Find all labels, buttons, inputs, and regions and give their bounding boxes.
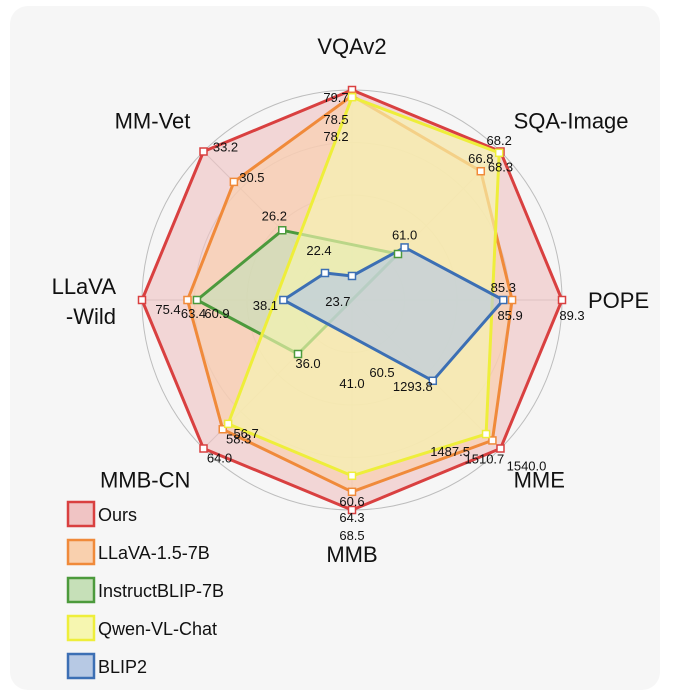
data-point-marker: [400, 243, 409, 252]
axis-label: LLaVA -Wild: [52, 274, 117, 329]
data-point-marker: [347, 92, 357, 102]
data-point-marker: [278, 226, 287, 235]
data-point-marker: [481, 429, 491, 439]
value-label: 1540.0: [507, 459, 547, 474]
axis-labels: VQAv2 SQA-Image POPE MME MMB MMB-CN LLaVA -Wild…: [52, 34, 650, 567]
axis-label: SQA-Image: [514, 108, 629, 133]
legend-swatch: [66, 652, 96, 680]
data-point-marker: [499, 295, 508, 305]
value-label: 78.2: [323, 129, 348, 144]
value-label: 58.3: [226, 431, 251, 446]
axis-label: MMB-CN: [100, 468, 190, 493]
value-label: 85.3: [491, 280, 516, 295]
value-label: 1510.7: [465, 451, 505, 466]
data-point-marker: [279, 295, 288, 305]
value-label: 26.2: [262, 208, 287, 223]
value-label: 75.4: [155, 302, 180, 317]
axis-label: MM-Vet: [115, 108, 191, 133]
value-label: 85.9: [497, 308, 522, 323]
legend-label: Ours: [98, 505, 137, 525]
data-point-marker: [192, 295, 202, 305]
value-label: 60.5: [369, 365, 394, 380]
data-point-marker: [183, 295, 192, 305]
data-point-marker: [347, 505, 357, 515]
value-label: 68.5: [339, 528, 364, 543]
value-label: 66.8: [468, 151, 493, 166]
value-label: 64.3: [339, 510, 364, 525]
axis-label: MME: [514, 468, 565, 493]
value-label: 56.7: [233, 426, 258, 441]
data-point-marker: [320, 268, 330, 278]
legend-label: LLaVA-1.5-7B: [98, 543, 210, 563]
data-point-marker: [347, 487, 357, 497]
value-label: 23.7: [325, 294, 350, 309]
data-point-marker: [199, 147, 208, 156]
data-point-marker: [229, 177, 239, 187]
value-label: 36.0: [295, 356, 320, 371]
value-label: 68.2: [487, 133, 512, 148]
value-label: 68.3: [488, 160, 513, 175]
data-point-marker: [347, 271, 357, 281]
data-point-marker: [507, 295, 517, 305]
value-label: 79.7: [323, 90, 348, 105]
axis-label: POPE: [588, 288, 649, 313]
value-label: 89.3: [559, 308, 584, 323]
data-point-marker: [393, 249, 403, 259]
legend-label: InstructBLIP-7B: [98, 581, 224, 601]
data-point-marker: [223, 419, 233, 429]
value-label: 1487.5: [430, 444, 470, 459]
legend-label: BLIP2: [98, 657, 147, 677]
value-labels: 79.7 68.3 89.3 1540.0 68.5 64.0 75.4 33.2 78.5 66…: [155, 90, 584, 543]
value-label: 60.9: [204, 306, 229, 321]
data-point-marker: [557, 295, 567, 305]
value-label: 78.5: [323, 112, 348, 127]
legend: Ours LLaVA-1.5-7B InstructBLIP-7B Qwen-VL-C…: [66, 500, 224, 680]
legend-swatch: [66, 500, 96, 528]
value-label: 1293.8: [393, 379, 433, 394]
data-point-marker: [199, 444, 208, 453]
value-label: 30.5: [239, 170, 264, 185]
data-point-marker: [137, 295, 147, 305]
legend-label: Qwen-VL-Chat: [98, 619, 217, 639]
data-point-marker: [428, 376, 438, 386]
value-label: 61.0: [392, 227, 417, 242]
data-point-marker: [347, 471, 357, 481]
legend-swatch: [66, 538, 96, 566]
value-label: 41.0: [339, 376, 364, 391]
value-label: 63.4: [181, 306, 206, 321]
data-point-marker: [494, 148, 504, 158]
axis-label: MMB: [326, 542, 377, 567]
value-label: 38.1: [253, 298, 278, 313]
series-markers: [137, 85, 567, 515]
value-label: 60.6: [339, 494, 364, 509]
legend-swatch: [66, 614, 96, 642]
value-label: 64.0: [207, 451, 232, 466]
value-label: 33.2: [213, 140, 238, 155]
data-point-marker: [476, 166, 486, 176]
series-polygons: [140, 88, 564, 512]
legend-swatch: [66, 576, 96, 604]
data-point-marker: [218, 425, 227, 434]
data-point-marker: [293, 349, 303, 359]
data-point-marker: [488, 436, 497, 445]
axis-label: VQAv2: [317, 34, 386, 59]
value-label: 22.4: [306, 243, 331, 258]
data-point-marker: [496, 444, 505, 453]
